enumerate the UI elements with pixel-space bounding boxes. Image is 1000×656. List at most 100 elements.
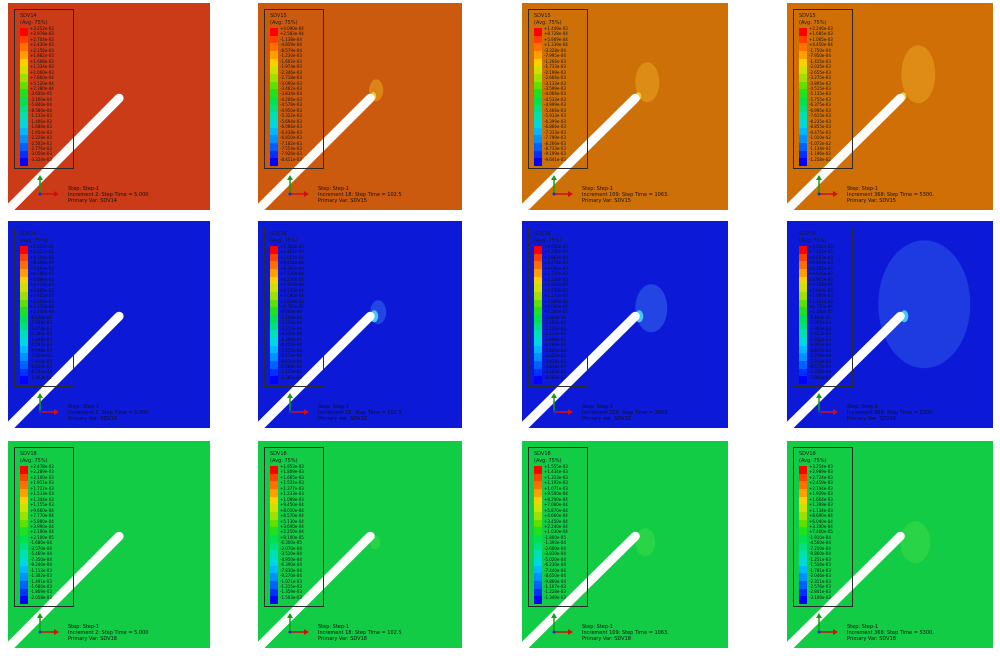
legend-variable-name: SDV16 — [799, 231, 816, 237]
legend-color-swatch — [534, 28, 542, 36]
step-info-primary: Primary Var: SDV18 — [582, 636, 631, 642]
legend-value: +2.440e-04 — [30, 309, 54, 315]
legend-color-swatch — [534, 284, 542, 292]
axis-z-dot — [288, 192, 292, 196]
legend-value: +1.809e-03 — [280, 469, 304, 475]
legend-color-swatch — [799, 28, 807, 36]
legend-color-swatch — [20, 28, 28, 36]
legend-color-swatch — [20, 588, 28, 597]
legend-color-swatch — [20, 534, 28, 543]
legend-color-swatch — [270, 158, 278, 166]
legend-color-swatch — [270, 81, 278, 90]
legend-color-swatch — [534, 299, 542, 308]
step-info-increment: Increment 18: Step Time = 102.5 — [318, 192, 402, 198]
legend-value: -8.235e-03 — [809, 118, 831, 124]
legend-color-swatch — [534, 519, 542, 528]
legend-color-swatch — [799, 368, 807, 377]
legend-value: -3.462e-03 — [280, 85, 302, 91]
legend-value: -1.071e-03 — [280, 578, 302, 584]
legend-values: +1.449e-03 +8.728e-04 +5.969e-04 +1.339e-04… — [544, 26, 588, 168]
legend-variable-name: SDV16 — [20, 231, 37, 237]
legend-color-swatch — [20, 519, 28, 528]
step-info-step: Step: Step-1 — [68, 404, 100, 410]
legend-value: +1.157e-03 — [280, 249, 304, 255]
contour-legend: SDV15 (Avg: 75%) +2.246e-03 +1.685e-03 +1.06… — [793, 9, 853, 169]
legend-value: -5.192e-03 — [30, 342, 52, 348]
axis-x-head — [568, 629, 573, 635]
legend-value: -2.035e-03 — [809, 64, 831, 70]
contour-field — [8, 311, 124, 428]
step-info-primary: Primary Var: SDV16 — [582, 416, 631, 422]
legend-value: +2.710e-03 — [544, 271, 568, 277]
legend-color-swatch — [799, 519, 807, 528]
stress-lobe — [635, 284, 668, 333]
legend-value: +6.720e-04 — [809, 303, 833, 309]
legend-value: -9.641e-03 — [544, 156, 566, 162]
legend-averaging: (Avg: 75%) — [534, 238, 562, 244]
legend-color-swatch — [799, 573, 807, 581]
legend-value: -9.860e-04 — [544, 578, 566, 584]
legend-color-swatch — [270, 496, 278, 505]
axis-triad — [551, 393, 573, 415]
legend-variable-name: SDV18 — [270, 451, 287, 457]
legend-value: -7.830e-04 — [280, 567, 302, 573]
legend-color-swatch — [270, 253, 278, 262]
legend-color-swatch — [20, 368, 28, 377]
legend-color-swatch — [799, 66, 807, 74]
legend-color-swatch — [534, 314, 542, 323]
legend-color-swatch — [270, 66, 278, 74]
legend-value: -2.346e-03 — [280, 69, 302, 75]
legend-value: +1.030e-04 — [544, 529, 568, 535]
legend-color-swatch — [534, 276, 542, 285]
legend-value: -5.694e-03 — [280, 118, 302, 124]
legend-color-swatch — [270, 504, 278, 512]
axis-z-dot — [552, 192, 556, 196]
legend-color-swatch — [799, 565, 807, 574]
legend-value: -4.330e-04 — [280, 331, 302, 337]
crack-notch — [8, 531, 124, 648]
legend-value: +2.704e-03 — [30, 36, 54, 42]
legend-color-swatch — [799, 135, 807, 143]
legend-value: +2.030e-04 — [280, 298, 304, 304]
legend-value: -7.995e-04 — [544, 53, 566, 59]
axis-x-head — [568, 409, 573, 415]
legend-value: +1.060e-03 — [30, 69, 54, 75]
legend-values: +4.090e-04 +2.583e-04 -1.138e-04 -4.859e-04… — [280, 26, 324, 168]
legend-color-swatch — [534, 66, 542, 74]
legend-value: -7.926e-03 — [280, 151, 302, 157]
legend-value: -7.210e-04 — [809, 545, 831, 551]
legend-values: +1.555e-03 +1.434e-03 +1.313e-03 +1.192e-03… — [544, 464, 588, 606]
legend-value: -3.380e-03 — [30, 331, 52, 337]
legend-value: -7.615e-03 — [809, 113, 831, 119]
legend-value: -1.230e-03 — [280, 53, 302, 59]
legend-color-swatch — [534, 376, 542, 384]
axis-triad — [551, 175, 573, 197]
legend-value: +1.377e-03 — [280, 485, 304, 491]
legend-color-swatch — [20, 330, 28, 338]
legend-color-swatch — [534, 261, 542, 269]
legend-value: +1.434e-03 — [544, 469, 568, 475]
legend-value: +1.608e-03 — [30, 58, 54, 64]
legend-value: +5.969e-04 — [544, 36, 568, 42]
legend-color-swatch — [799, 527, 807, 535]
legend-color-swatch — [270, 58, 278, 67]
contour-legend: SDV18 (Avg: 75%) +1.953e-03 +1.809e-03 +1.66… — [264, 447, 324, 607]
legend-color-swatch — [20, 291, 28, 300]
legend-value: +9.304e-03 — [30, 254, 54, 260]
legend-color-swatch — [534, 142, 542, 151]
legend-value: +4.626e-03 — [809, 271, 833, 277]
legend-value: +7.400e-05 — [809, 529, 833, 535]
legend-value: -4.600e-03 — [809, 347, 831, 353]
legend-value: -7.950e-04 — [809, 53, 831, 59]
legend-color-swatch — [20, 66, 28, 74]
step-info-step: Step: Step-1 — [318, 186, 350, 192]
legend-value: -1.132e-03 — [30, 113, 52, 119]
legend-color-swatch — [534, 291, 542, 300]
axis-x-head — [304, 629, 309, 635]
legend-variable-name: SDV16 — [270, 231, 287, 237]
legend-color-swatch — [20, 127, 28, 136]
legend-value: +7.330e-04 — [280, 271, 304, 277]
legend-value: -3.941e-03 — [809, 342, 831, 348]
legend-value: -3.510e-04 — [280, 551, 302, 557]
legend-color-swatch — [534, 596, 542, 604]
